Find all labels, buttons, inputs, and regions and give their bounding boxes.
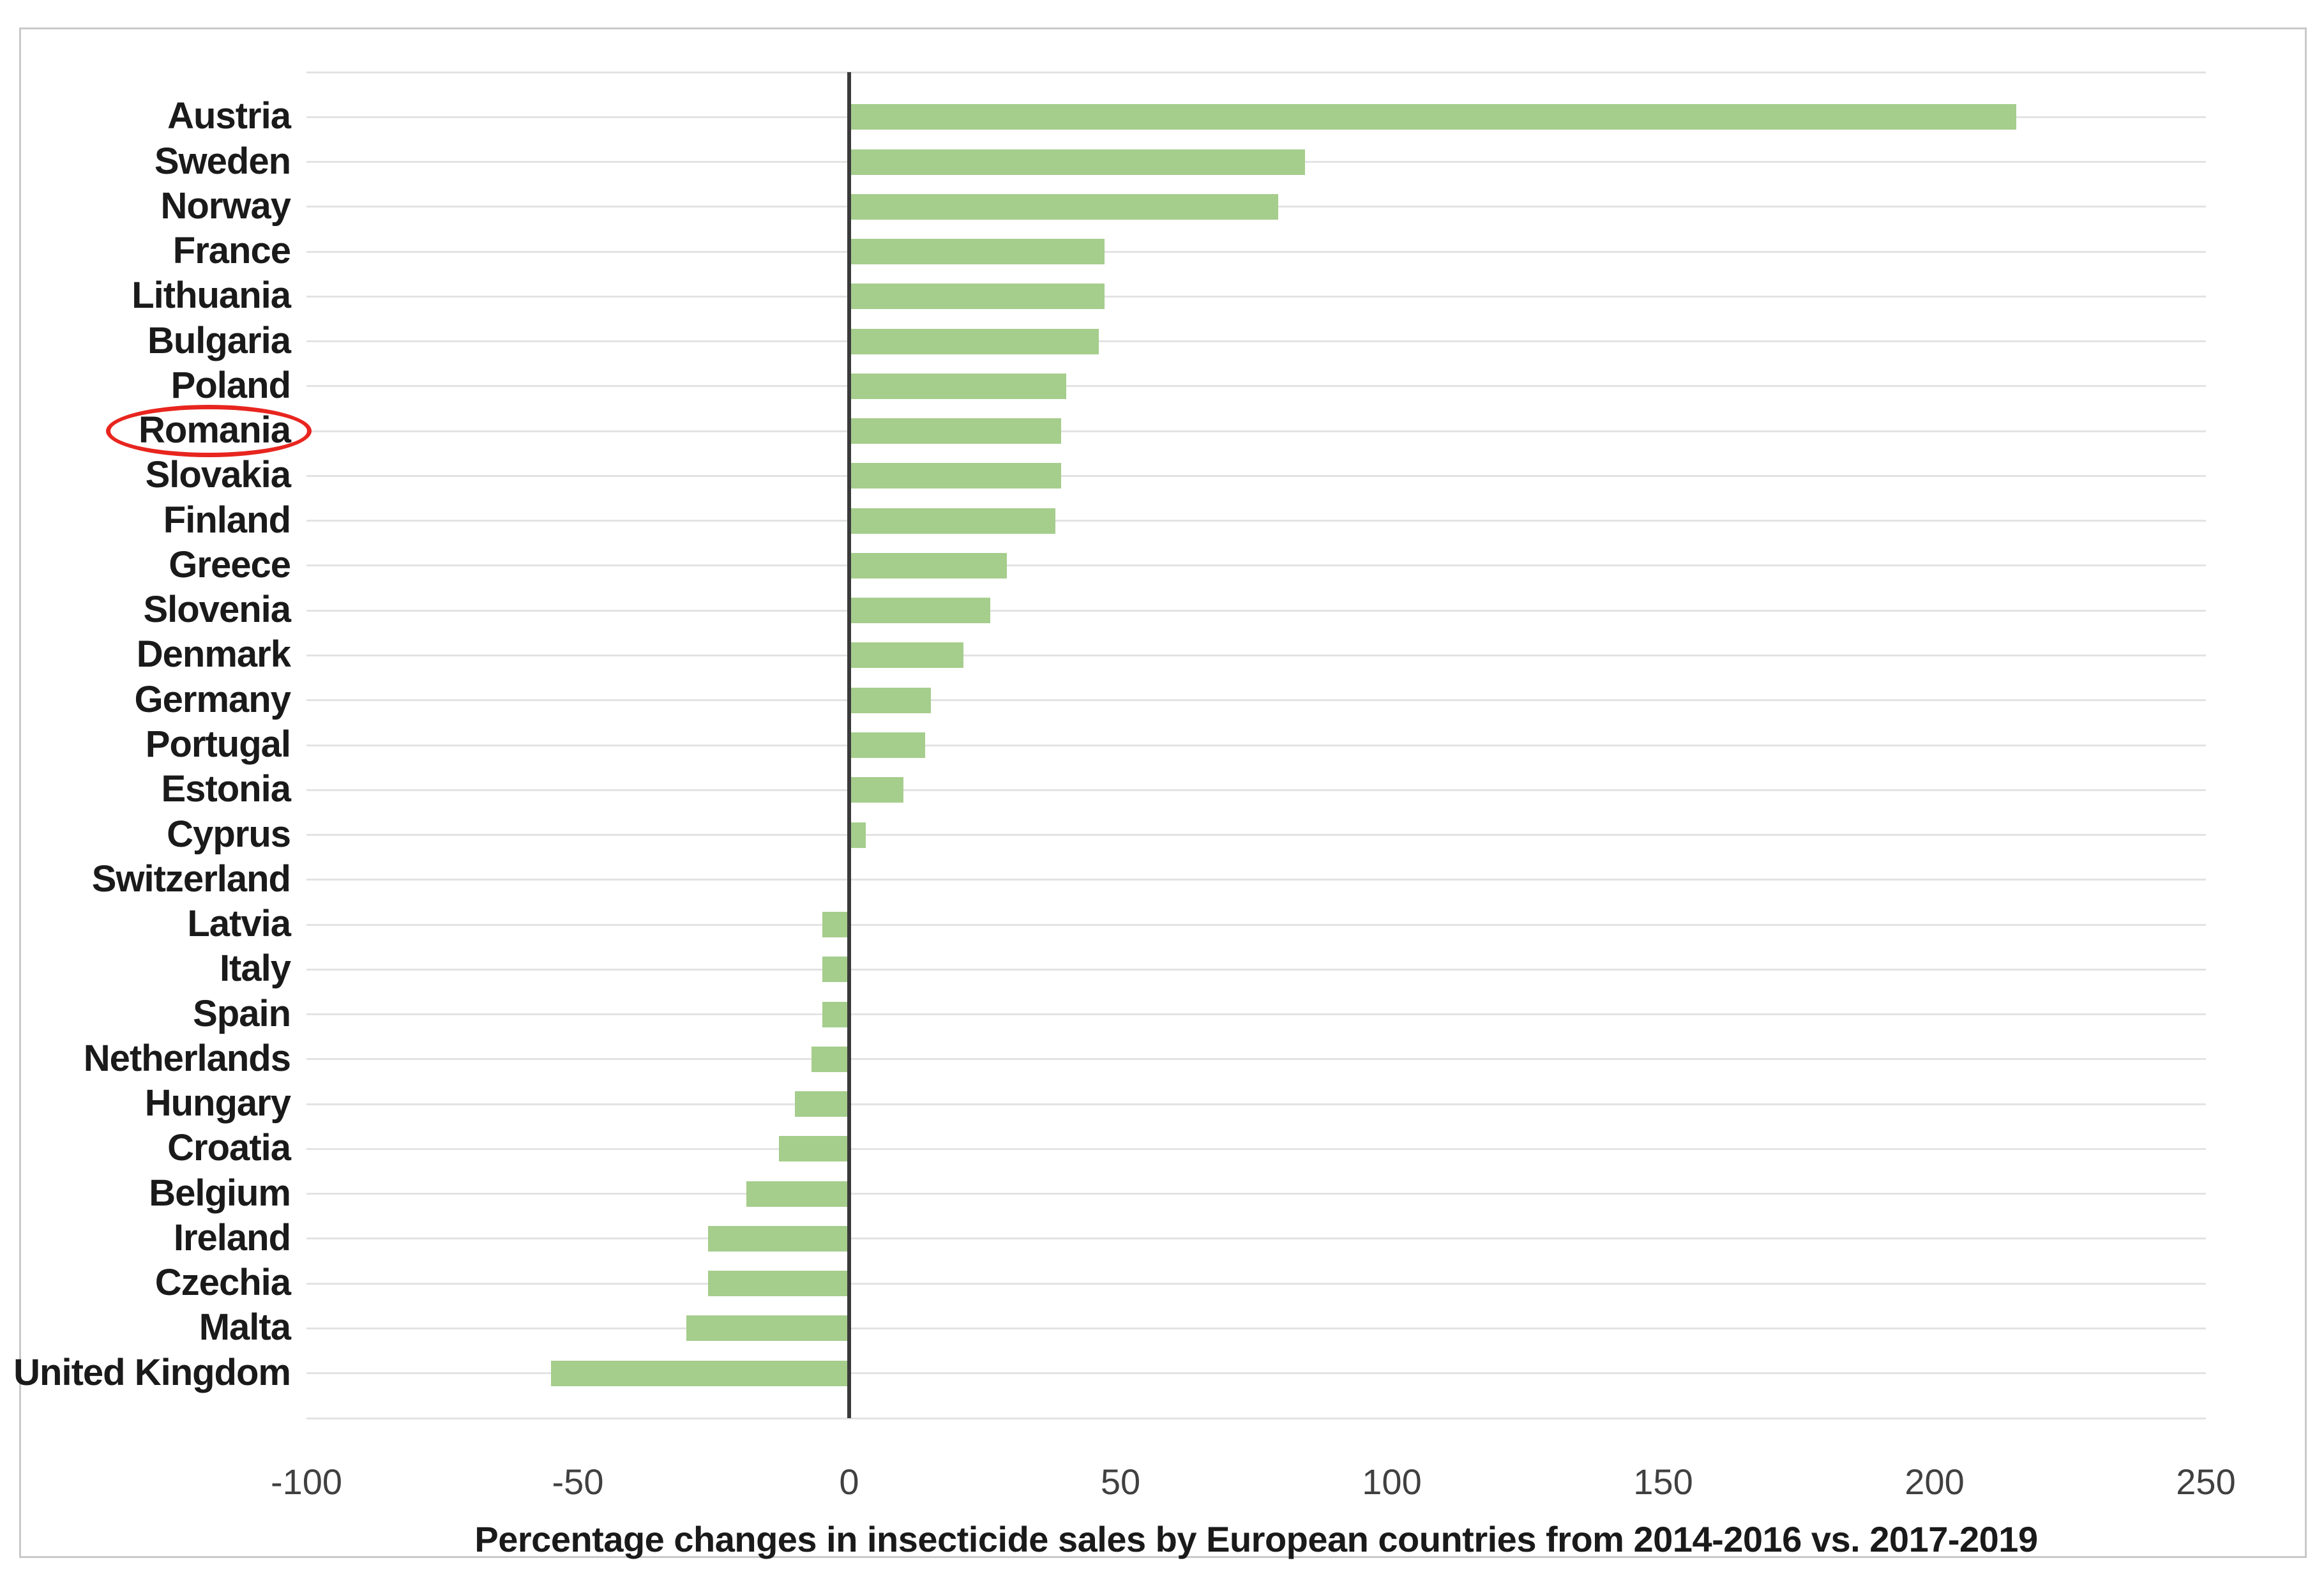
bar-united-kingdom	[550, 1360, 849, 1386]
bar-czechia	[708, 1271, 849, 1297]
category-label-slovenia: Slovenia	[143, 589, 291, 631]
bar-greece	[849, 552, 1007, 579]
horizontal-gridline	[306, 1372, 2206, 1375]
horizontal-gridline	[306, 520, 2206, 522]
bar-portugal	[849, 732, 925, 758]
horizontal-gridline	[306, 1282, 2206, 1285]
category-label-poland: Poland	[170, 365, 291, 407]
bar-netherlands	[811, 1046, 849, 1072]
x-tick-label-50: 50	[1100, 1462, 1141, 1502]
category-label-greece: Greece	[169, 544, 291, 586]
bar-belgium	[746, 1181, 849, 1207]
bar-cyprus	[849, 822, 866, 848]
horizontal-gridline	[306, 1193, 2206, 1195]
category-label-finland: Finland	[163, 499, 291, 541]
category-label-germany: Germany	[134, 678, 291, 720]
bar-france	[849, 239, 1105, 265]
bar-croatia	[778, 1136, 849, 1162]
horizontal-gridline	[306, 744, 2206, 746]
category-label-switzerland: Switzerland	[91, 858, 291, 900]
category-label-czechia: Czechia	[155, 1262, 291, 1304]
x-tick-label-200: 200	[1905, 1462, 1965, 1502]
category-label-estonia: Estonia	[161, 768, 292, 810]
horizontal-gridline	[306, 295, 2206, 298]
category-label-croatia: Croatia	[167, 1127, 291, 1169]
horizontal-gridline	[306, 1147, 2206, 1150]
horizontal-gridline	[306, 968, 2206, 971]
category-label-united-kingdom: United Kingdom	[13, 1351, 291, 1393]
bar-spain	[822, 1001, 849, 1027]
category-label-bulgaria: Bulgaria	[147, 319, 291, 361]
category-label-slovakia: Slovakia	[145, 454, 291, 496]
bar-bulgaria	[849, 328, 1099, 354]
horizontal-gridline	[306, 834, 2206, 836]
category-label-spain: Spain	[193, 992, 291, 1034]
bar-sweden	[849, 149, 1305, 175]
horizontal-gridline	[306, 789, 2206, 791]
category-label-denmark: Denmark	[136, 633, 291, 676]
category-labels-column: Austria Sweden Norway France Lithuania Bulgar…	[13, 0, 292, 1581]
chart-title: Percentage changes in insecticide sales …	[474, 1519, 2038, 1559]
category-label-sweden: Sweden	[154, 140, 291, 182]
bar-latvia	[822, 912, 849, 938]
category-label-latvia: Latvia	[187, 903, 291, 945]
horizontal-gridline	[306, 609, 2206, 612]
romania-highlight-ellipse	[106, 405, 312, 458]
x-tick-label-0: 0	[839, 1462, 859, 1502]
bar-finland	[849, 508, 1055, 534]
horizontal-gridline	[306, 699, 2206, 702]
bar-austria	[849, 104, 2016, 130]
category-label-netherlands: Netherlands	[83, 1038, 291, 1080]
bar-slovenia	[849, 598, 990, 624]
horizontal-gridline	[306, 1103, 2206, 1105]
horizontal-gridline	[306, 250, 2206, 253]
plot-area	[306, 71, 2206, 1419]
bar-ireland	[708, 1225, 849, 1252]
bar-slovakia	[849, 463, 1061, 489]
x-tick-label-250: 250	[2176, 1462, 2236, 1502]
bar-romania	[849, 418, 1061, 444]
bar-lithuania	[849, 284, 1105, 310]
chart-frame-border	[19, 27, 2307, 1558]
x-tick-label-100: 100	[1362, 1462, 1422, 1502]
x-tick-label--50: -50	[552, 1462, 604, 1502]
bar-poland	[849, 373, 1066, 399]
bar-hungary	[795, 1091, 849, 1117]
category-label-lithuania: Lithuania	[132, 275, 291, 317]
bar-denmark	[849, 642, 963, 669]
category-label-portugal: Portugal	[145, 723, 291, 766]
horizontal-gridline	[306, 1237, 2206, 1240]
horizontal-gridline	[306, 430, 2206, 432]
category-label-cyprus: Cyprus	[167, 813, 291, 855]
category-label-malta: Malta	[199, 1306, 291, 1349]
category-label-belgium: Belgium	[149, 1172, 291, 1214]
horizontal-gridline	[306, 1417, 2206, 1419]
category-label-ireland: Ireland	[173, 1217, 291, 1259]
category-label-hungary: Hungary	[144, 1082, 291, 1124]
horizontal-gridline	[306, 879, 2206, 881]
horizontal-gridline	[306, 340, 2206, 343]
x-tick-label--100: -100	[270, 1462, 343, 1502]
category-label-norway: Norway	[160, 185, 291, 227]
bar-malta	[686, 1315, 849, 1342]
bar-norway	[849, 193, 1278, 220]
horizontal-gridline	[306, 385, 2206, 388]
horizontal-gridline	[306, 654, 2206, 656]
category-label-austria: Austria	[167, 95, 291, 137]
horizontal-gridline	[306, 923, 2206, 926]
zero-axis-line	[847, 72, 851, 1418]
horizontal-gridline	[306, 1058, 2206, 1061]
x-tick-label-150: 150	[1633, 1462, 1693, 1502]
horizontal-gridline	[306, 564, 2206, 567]
bar-estonia	[849, 777, 903, 803]
horizontal-gridline	[306, 474, 2206, 477]
bar-italy	[822, 957, 849, 983]
category-label-france: France	[172, 230, 291, 272]
horizontal-gridline	[306, 1013, 2206, 1016]
horizontal-gridline	[306, 1327, 2206, 1329]
bar-germany	[849, 687, 931, 713]
category-label-italy: Italy	[219, 948, 291, 990]
horizontal-gridline	[306, 71, 2206, 73]
